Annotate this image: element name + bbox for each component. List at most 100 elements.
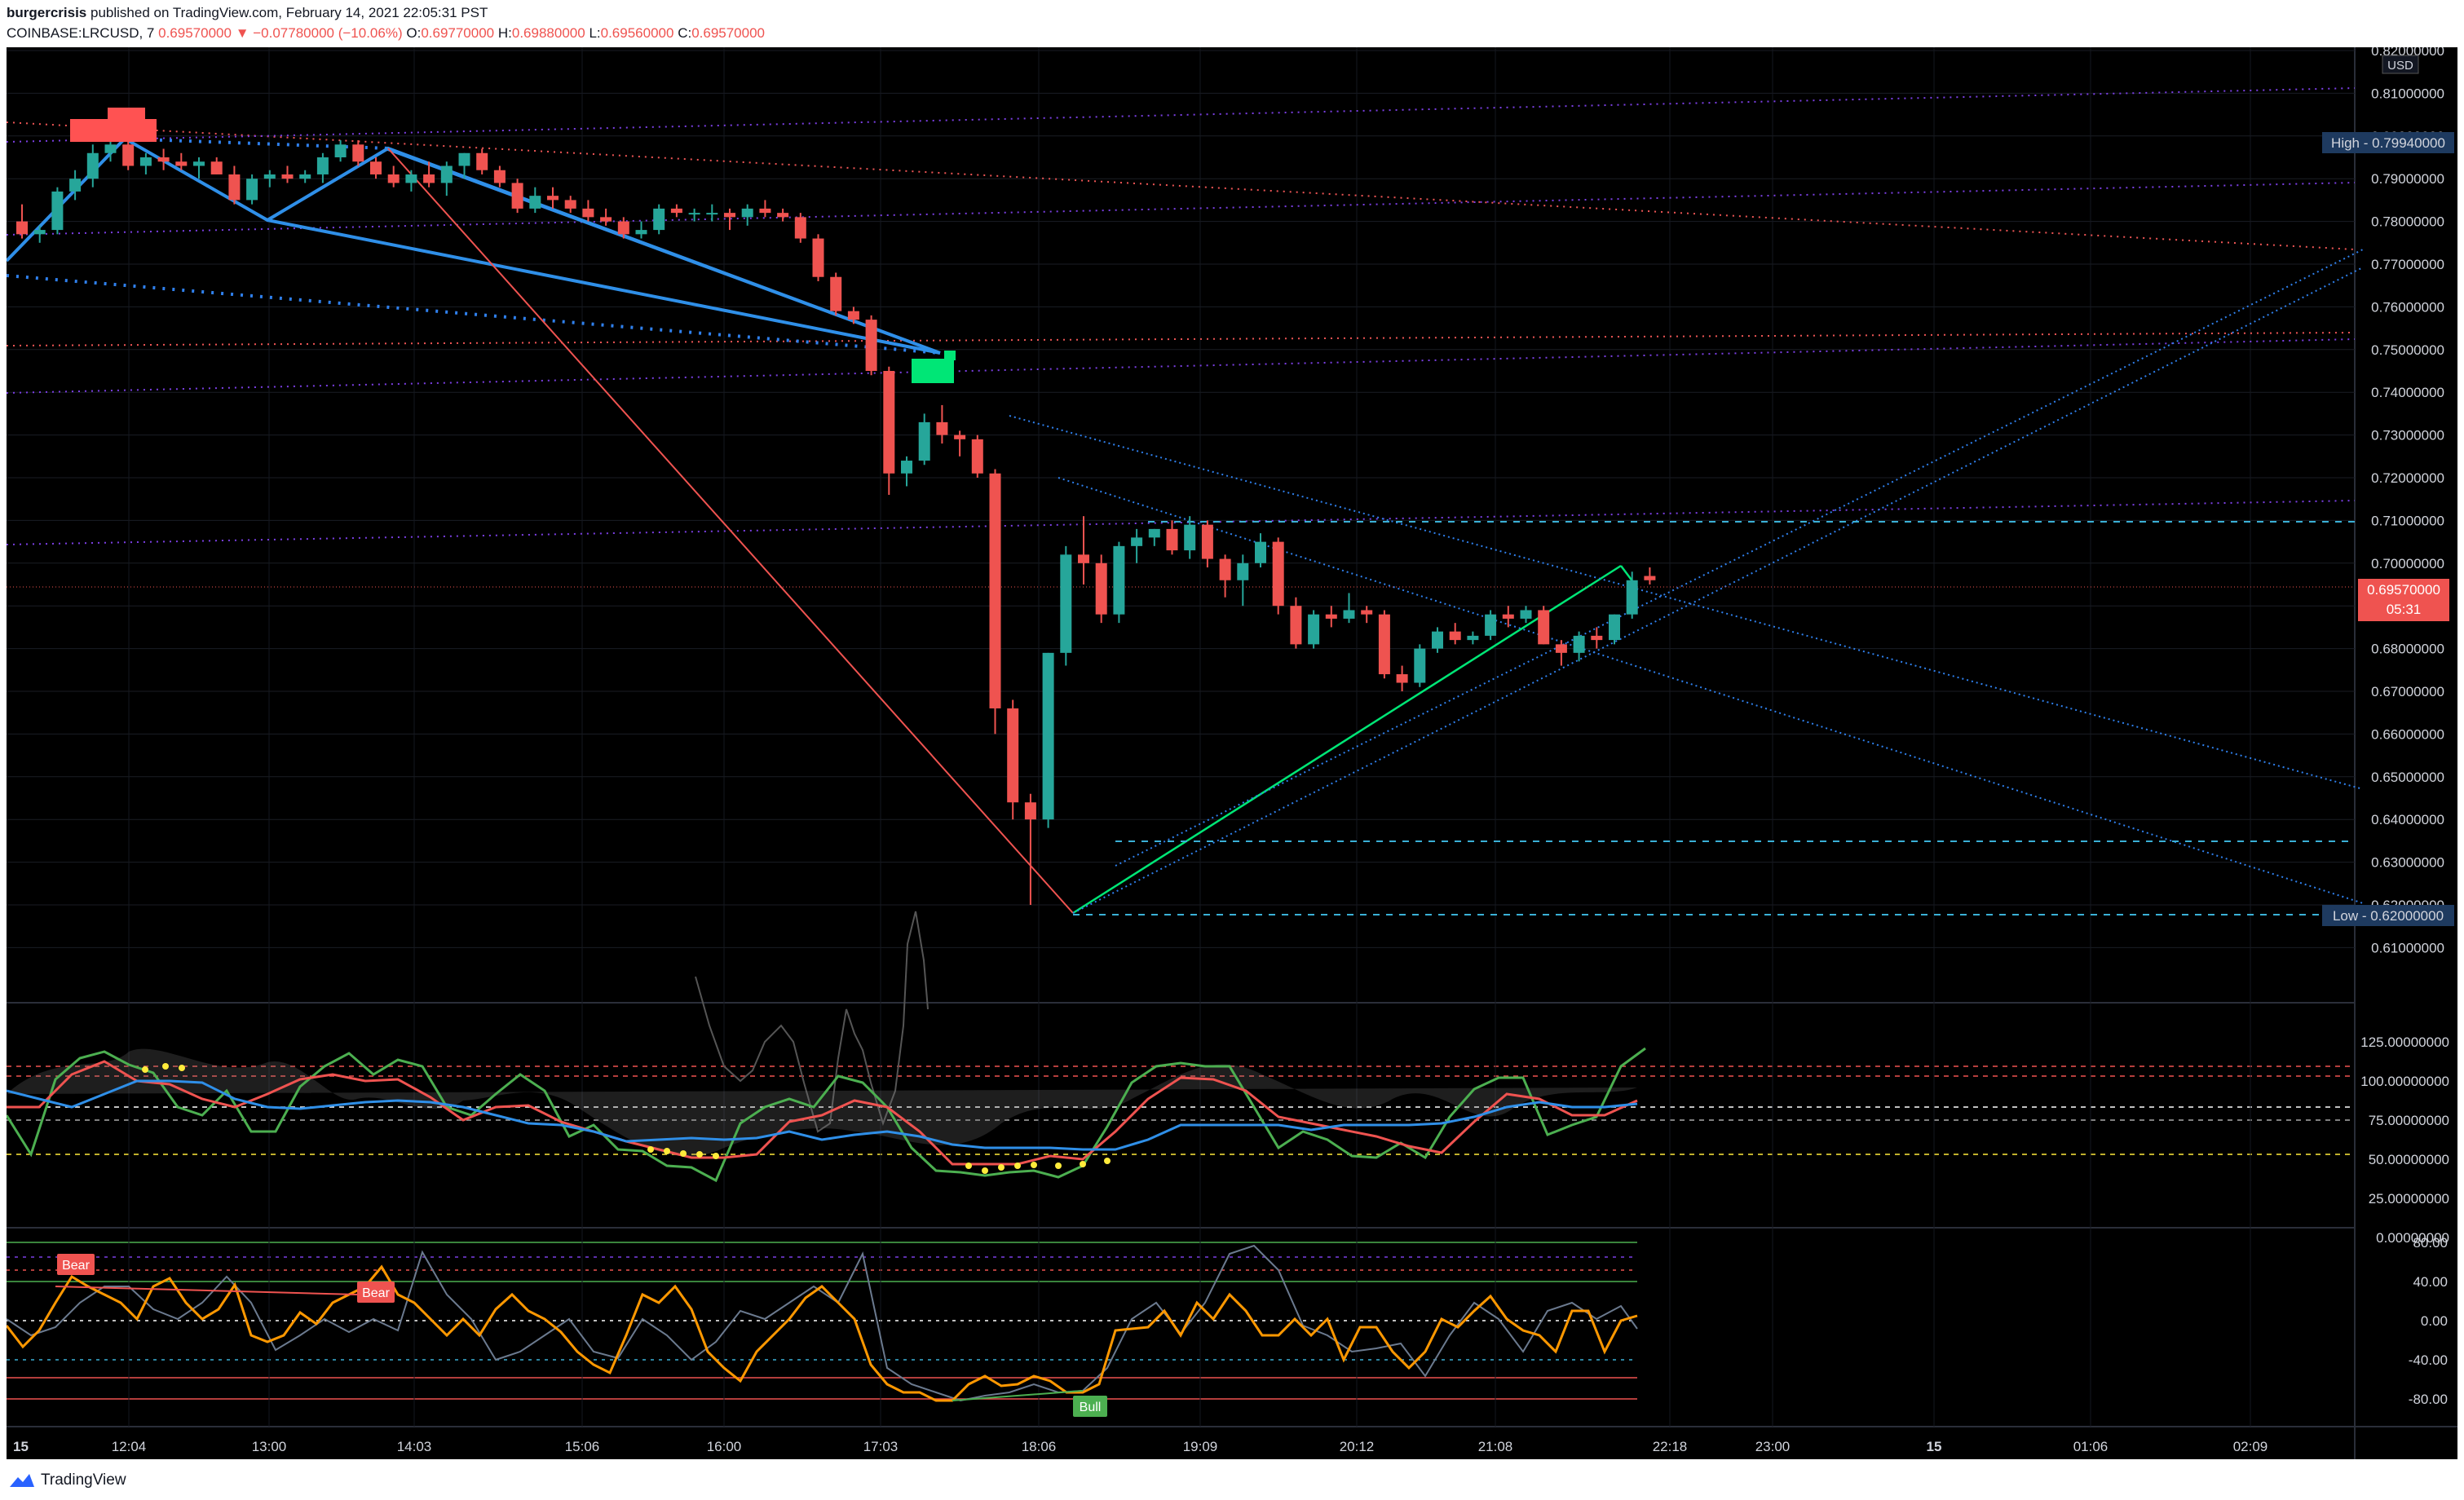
candle[interactable] — [281, 165, 294, 183]
candle[interactable] — [706, 204, 718, 222]
candle[interactable] — [617, 217, 629, 239]
blue-ascending-line[interactable] — [1115, 249, 2364, 867]
candle[interactable] — [600, 208, 612, 226]
candle[interactable] — [1361, 606, 1373, 624]
candle[interactable] — [1237, 554, 1249, 607]
candle[interactable] — [1609, 614, 1620, 645]
chart-area[interactable]: 0.820000000.810000000.800000000.79000000… — [5, 43, 2457, 1459]
high-price-label[interactable]: High - 0.79940000 — [2322, 132, 2454, 153]
candle[interactable] — [883, 366, 895, 495]
candle[interactable] — [1148, 528, 1160, 546]
candle[interactable] — [812, 234, 824, 281]
candle[interactable] — [493, 165, 506, 188]
stoch-d-line[interactable] — [7, 1060, 1638, 1166]
candle[interactable] — [1290, 597, 1302, 649]
candle[interactable] — [51, 187, 64, 235]
buy-signal-marker[interactable] — [912, 359, 954, 383]
candle[interactable] — [1042, 652, 1054, 828]
candle[interactable] — [299, 170, 311, 183]
candle[interactable] — [193, 157, 205, 179]
stochastic-rsi-pane[interactable] — [5, 911, 1646, 1183]
candle[interactable] — [1184, 516, 1196, 559]
candle[interactable] — [1520, 606, 1532, 624]
candle[interactable] — [971, 435, 983, 478]
candle[interactable] — [653, 204, 665, 235]
candle[interactable] — [1255, 533, 1266, 568]
candle[interactable] — [246, 174, 258, 205]
candle[interactable] — [440, 161, 453, 196]
candle[interactable] — [1095, 554, 1107, 624]
candle[interactable] — [1166, 520, 1178, 555]
drawing-tools[interactable] — [5, 87, 2364, 915]
candle[interactable] — [759, 200, 771, 218]
purple-trendline[interactable] — [6, 338, 2356, 394]
candle[interactable] — [901, 456, 912, 487]
candle[interactable] — [1272, 537, 1284, 615]
candle[interactable] — [1502, 606, 1514, 628]
candle[interactable] — [1325, 606, 1337, 628]
candle[interactable] — [370, 157, 382, 179]
rsi-line-orange[interactable] — [5, 1264, 1638, 1402]
harmonic-pattern[interactable] — [5, 136, 941, 355]
candle[interactable] — [1449, 623, 1461, 645]
candle[interactable] — [1485, 610, 1497, 641]
candle[interactable] — [1591, 627, 1603, 649]
candle[interactable] — [1538, 606, 1550, 645]
candle[interactable] — [16, 204, 28, 239]
candle[interactable] — [688, 208, 700, 222]
blue-ascending-line[interactable] — [1072, 267, 2364, 914]
blue-dotted-top[interactable] — [120, 137, 391, 150]
candle[interactable] — [582, 200, 594, 222]
red-drop-line[interactable] — [387, 148, 1074, 914]
candle[interactable] — [405, 170, 417, 192]
rsi-divergence-pane[interactable] — [5, 1244, 1638, 1402]
candle[interactable] — [847, 307, 859, 324]
candle[interactable] — [334, 140, 347, 162]
candle[interactable] — [1131, 528, 1143, 563]
chart-canvas[interactable]: 0.820000000.810000000.800000000.79000000… — [5, 43, 2457, 1459]
bull-label[interactable]: Bull — [1073, 1396, 1107, 1417]
currency-badge[interactable]: USD — [2382, 55, 2419, 74]
rsi-line[interactable] — [6, 1079, 1638, 1151]
harmonic-pattern-leg[interactable] — [267, 218, 941, 355]
candle[interactable] — [139, 152, 152, 174]
candle[interactable] — [1007, 699, 1019, 820]
candle[interactable] — [511, 179, 523, 214]
candle[interactable] — [476, 148, 488, 174]
candle[interactable] — [1432, 627, 1443, 653]
candle[interactable] — [1343, 593, 1355, 624]
candle[interactable] — [210, 157, 223, 174]
candle[interactable] — [989, 469, 1001, 735]
bearish-divergence-line[interactable] — [55, 1286, 358, 1295]
resistance-trendline[interactable] — [6, 121, 2356, 250]
candle[interactable] — [316, 152, 329, 183]
purple-trendline[interactable] — [6, 182, 2356, 236]
candle[interactable] — [777, 208, 789, 222]
candle[interactable] — [830, 272, 842, 315]
candle[interactable] — [458, 152, 470, 179]
candle[interactable] — [1024, 793, 1036, 905]
blue-dotted-channel[interactable] — [6, 274, 941, 355]
candle[interactable] — [86, 144, 99, 188]
candle[interactable] — [865, 315, 877, 376]
bear-label-2[interactable]: Bear — [357, 1282, 395, 1303]
red-dotted-line[interactable] — [6, 332, 2356, 346]
candle[interactable] — [352, 140, 364, 166]
candle[interactable] — [1396, 665, 1408, 691]
candle[interactable] — [157, 148, 170, 170]
stoch-k-line[interactable] — [5, 1047, 1646, 1183]
candle[interactable] — [263, 170, 276, 188]
candle[interactable] — [1555, 640, 1567, 666]
author-name[interactable]: burgercrisis — [7, 5, 87, 20]
candle[interactable] — [724, 208, 735, 231]
candle[interactable] — [794, 213, 806, 243]
candle[interactable] — [122, 140, 135, 170]
candle[interactable] — [1113, 541, 1125, 624]
candle[interactable] — [936, 404, 948, 444]
candle[interactable] — [1201, 520, 1213, 568]
candle[interactable] — [1573, 631, 1585, 662]
candle[interactable] — [1414, 644, 1426, 687]
candle[interactable] — [918, 413, 930, 465]
candle[interactable] — [1308, 610, 1320, 649]
last-price-label[interactable]: 0.69570000 05:31 — [2358, 579, 2449, 621]
